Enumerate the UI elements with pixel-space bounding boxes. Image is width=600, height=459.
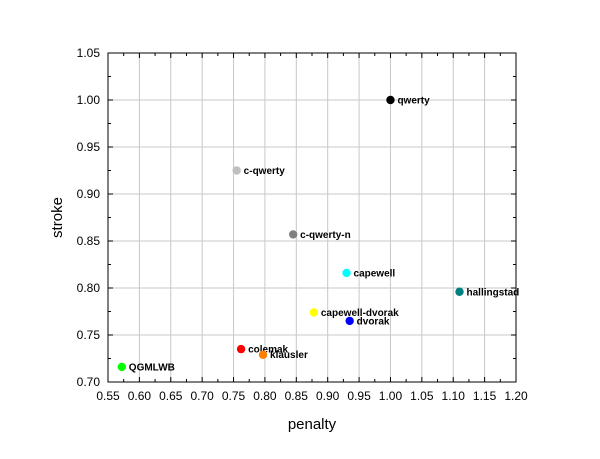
y-tick-label: 0.70 [77, 375, 101, 389]
point-hallingstad [455, 287, 464, 296]
x-tick-label: 1.10 [442, 389, 466, 403]
data-points: qwerty c-qwerty c-qwerty-n capewell hallings… [117, 95, 520, 373]
point-qgmlwb [117, 362, 127, 372]
point-qwerty [386, 95, 395, 105]
point-label-klausler: klausler [270, 350, 308, 361]
point-c-qwerty [232, 166, 241, 175]
point-klausler [258, 350, 268, 359]
point-label-capewell: capewell [354, 268, 396, 279]
y-axis-tick-labels: 0.70 0.75 0.80 0.85 0.90 0.95 1.00 1.05 [77, 46, 101, 389]
y-tick-label: 1.05 [77, 46, 101, 60]
x-tick-label: 1.05 [410, 389, 434, 403]
point-capewell-dvorak [309, 308, 319, 317]
point-label-c-qwerty: c-qwerty [244, 166, 286, 177]
x-axis-title: penalty [288, 416, 337, 433]
y-tick-label: 0.80 [77, 281, 101, 295]
x-tick-label: 1.20 [504, 389, 528, 403]
plot-area-frame [107, 52, 517, 383]
point-label-qgmlwb: QGMLWB [129, 362, 175, 373]
x-tick-label: 0.90 [316, 389, 340, 403]
x-tick-label: 0.75 [222, 389, 246, 403]
y-tick-label: 1.00 [77, 93, 101, 107]
axis-ticks [107, 52, 517, 383]
point-dvorak [345, 316, 354, 326]
x-tick-label: 0.70 [190, 389, 214, 403]
point-label-capewell-dvorak: capewell-dvorak [321, 308, 399, 319]
point-label-qwerty: qwerty [397, 96, 430, 107]
point-c-qwerty-n [288, 230, 298, 239]
x-axis-tick-labels: 0.55 0.60 0.65 0.70 0.75 0.80 0.85 0.90 0.95 1.00… [96, 389, 528, 403]
x-tick-label: 1.15 [473, 389, 497, 403]
x-tick-label: 0.80 [253, 389, 277, 403]
y-tick-label: 0.75 [77, 328, 101, 342]
y-tick-label: 0.95 [77, 140, 101, 154]
point-label-hallingstad: hallingstad [467, 287, 520, 298]
y-tick-label: 0.85 [77, 234, 101, 248]
x-tick-label: 0.60 [128, 389, 152, 403]
x-tick-label: 0.85 [285, 389, 309, 403]
point-capewell [342, 268, 351, 278]
x-tick-label: 0.55 [96, 389, 120, 403]
point-label-dvorak: dvorak [357, 316, 390, 327]
grid-lines [108, 53, 516, 382]
point-colemak [236, 344, 246, 354]
point-label-c-qwerty-n: c-qwerty-n [300, 230, 351, 241]
y-tick-label: 0.90 [77, 187, 101, 201]
point-label-colemak: colemak [248, 345, 288, 356]
x-tick-label: 1.00 [379, 389, 403, 403]
x-tick-label: 0.95 [347, 389, 371, 403]
x-tick-label: 0.65 [159, 389, 183, 403]
y-axis-title: stroke [49, 197, 66, 238]
